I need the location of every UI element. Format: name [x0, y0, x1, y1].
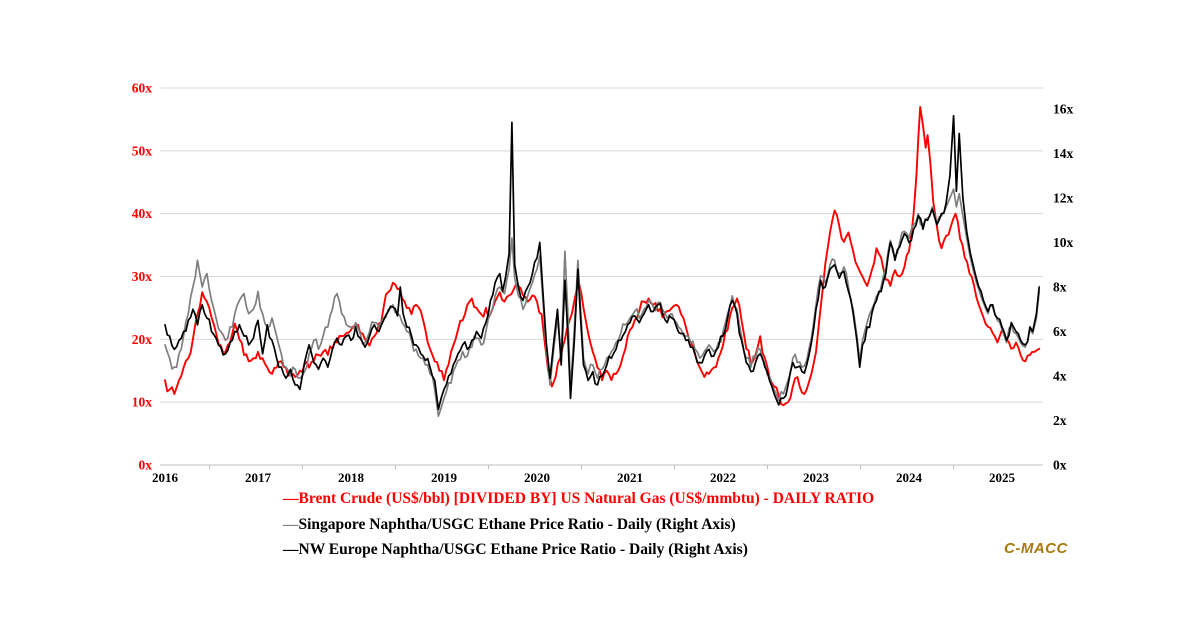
x-axis-label: 2024 — [896, 470, 923, 485]
x-axis-label: 2018 — [338, 470, 365, 485]
left-axis-label: 10x — [132, 395, 153, 410]
legend-item-label: Brent Crude (US$/bbl) [DIVIDED BY] US Na… — [298, 490, 875, 507]
right-axis-label: 16x — [1053, 102, 1074, 117]
left-axis-label: 20x — [132, 332, 153, 347]
x-axis-label: 2021 — [617, 470, 643, 485]
series-line-nw-europe-naphtha — [164, 114, 1041, 411]
left-axis-label: 50x — [132, 143, 153, 158]
x-axis-label: 2020 — [524, 470, 550, 485]
x-axis-label: 2023 — [803, 470, 830, 485]
legend-line-marker-icon: — — [283, 490, 299, 507]
x-axis-label: 2019 — [431, 470, 458, 485]
left-axis-label: 40x — [132, 206, 153, 221]
x-axis-label: 2017 — [245, 470, 272, 485]
brand-logo: C-MACC — [1004, 540, 1068, 557]
legend-item-label: Singapore Naphtha/USGC Ethane Price Rati… — [298, 515, 736, 533]
series-line-brent-ratio — [164, 105, 1041, 407]
legend-line-marker-icon: — — [283, 515, 299, 533]
legend-line-marker-icon: — — [283, 541, 299, 558]
left-axis-label: 30x — [132, 269, 153, 284]
legend-item-2: —NW Europe Naphtha/USGC Ethane Price Rat… — [283, 537, 874, 563]
legend-item-1: —Singapore Naphtha/USGC Ethane Price Rat… — [283, 512, 874, 538]
right-axis-label: 4x — [1053, 369, 1067, 384]
left-axis-label: 60x — [132, 81, 153, 96]
legend-item-label: NW Europe Naphtha/USGC Ethane Price Rati… — [298, 541, 748, 558]
right-axis-label: 10x — [1053, 235, 1074, 250]
legend: —Brent Crude (US$/bbl) [DIVIDED BY] US N… — [283, 486, 874, 563]
right-axis-label: 14x — [1053, 146, 1074, 161]
right-axis-label: 2x — [1053, 413, 1067, 428]
x-axis-label: 2025 — [989, 470, 1016, 485]
left-axis-label: 0x — [139, 458, 153, 473]
right-axis-label: 0x — [1053, 458, 1067, 473]
x-axis-label: 2022 — [710, 470, 736, 485]
right-axis-label: 12x — [1053, 191, 1074, 206]
x-axis-label: 2016 — [152, 470, 179, 485]
right-axis-label: 8x — [1053, 280, 1067, 295]
series-line-singapore-naphtha — [164, 188, 1041, 417]
legend-item-0: —Brent Crude (US$/bbl) [DIVIDED BY] US N… — [283, 486, 874, 512]
right-axis-label: 6x — [1053, 324, 1067, 339]
